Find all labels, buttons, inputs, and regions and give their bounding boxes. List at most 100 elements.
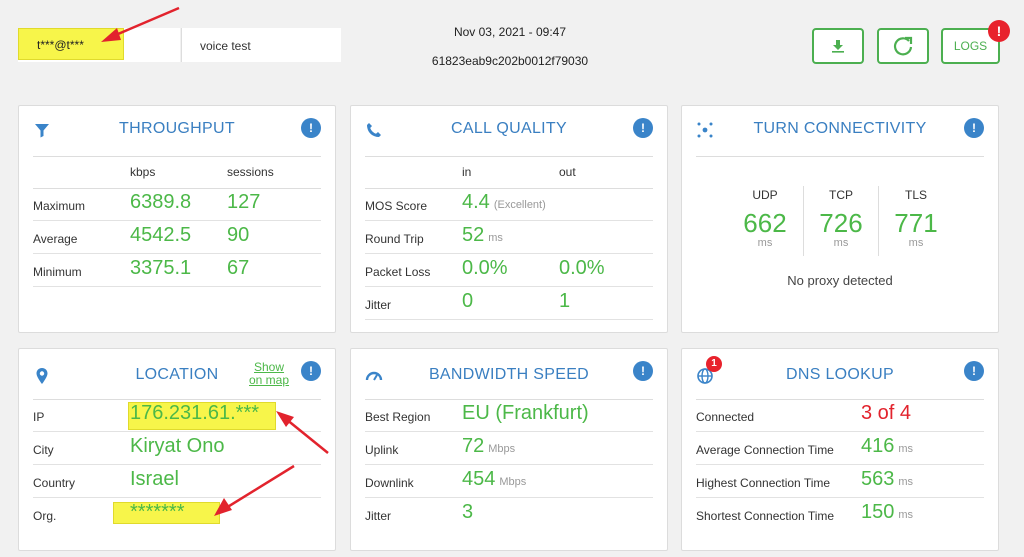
dns-info-icon[interactable]: !: [964, 361, 984, 381]
globe-icon: [697, 368, 713, 384]
turn-tls: TLS 771 ms: [881, 188, 951, 249]
bandwidth-title: BANDWIDTH SPEED: [428, 366, 590, 383]
location-info-icon[interactable]: !: [301, 361, 321, 381]
in-value: 52 ms: [462, 224, 503, 247]
row-label: Uplink: [365, 443, 399, 457]
logs-button[interactable]: LOGS !: [941, 20, 1010, 64]
protocol-value: 662: [743, 208, 787, 238]
annotation-arrow-org: [214, 464, 295, 516]
turn-title: TURN CONNECTIVITY: [753, 120, 927, 137]
turn-tcp: TCP 726 ms: [806, 188, 876, 249]
divider: [696, 399, 984, 400]
unit: ms: [833, 237, 849, 249]
table-row: IP 176.231.61.***: [33, 400, 321, 432]
user-field: t***@t***: [18, 28, 180, 62]
high-time-value: 563 ms: [861, 468, 913, 491]
table-row: Average 4542.5 90: [33, 222, 321, 254]
in-value: 0: [462, 290, 474, 312]
bandwidth-card: BANDWIDTH SPEED ! Best Region EU (Frankf…: [350, 348, 668, 551]
divider: [365, 156, 653, 157]
short-time-number: 150: [861, 501, 895, 523]
table-row: Packet Loss 0.0% 0.0%: [365, 255, 653, 287]
unit: Mbps: [499, 476, 527, 488]
table-row: Jitter 0 1: [365, 288, 653, 320]
table-row: Downlink 454 Mbps: [365, 466, 653, 498]
ip-highlight: [128, 402, 276, 430]
uplink-number: 72: [462, 435, 485, 457]
dns-card: 1 DNS LOOKUP ! Connected 3 of 4 Average …: [681, 348, 999, 551]
row-label: Org.: [33, 509, 57, 523]
out-value: 0.0%: [559, 257, 605, 279]
location-card: LOCATION Show on map ! IP 176.231.61.*** …: [18, 348, 336, 551]
annotation-arrow-user: [101, 6, 180, 42]
show-map-line2: on map: [249, 373, 290, 387]
row-label: Minimum: [33, 265, 82, 279]
divider: [365, 399, 653, 400]
row-label: Shortest Connection Time: [696, 509, 835, 523]
unit: ms: [898, 443, 914, 455]
turn-info-icon[interactable]: !: [964, 118, 984, 138]
kbps-value: 3375.1: [130, 257, 192, 279]
high-time-number: 563: [861, 468, 895, 490]
user-email: t***@t***: [37, 38, 84, 52]
table-row: Org. *******: [33, 499, 321, 531]
bandwidth-info-icon[interactable]: !: [633, 361, 653, 381]
table-row: Minimum 3375.1 67: [33, 255, 321, 287]
call-quality-card: CALL QUALITY ! in out MOS Score 4.4 (Exce…: [350, 105, 668, 333]
out-value: 1: [559, 290, 571, 312]
row-label: Country: [33, 476, 76, 490]
throughput-title: THROUGHPUT: [119, 120, 235, 137]
avg-time-value: 416 ms: [861, 435, 913, 458]
col-header-out: out: [559, 165, 576, 179]
unit: ms: [908, 237, 924, 249]
turn-udp: UDP 662 ms: [730, 188, 800, 249]
table-row: Uplink 72 Mbps: [365, 433, 653, 465]
unit: ms: [488, 232, 503, 244]
uplink-value: 72 Mbps: [462, 435, 515, 458]
map-pin-icon: [36, 368, 48, 384]
kbps-value: 6389.8: [130, 191, 192, 213]
col-header-in: in: [462, 165, 472, 179]
filter-icon: [35, 124, 49, 138]
annotation-arrow-ip: [276, 411, 329, 454]
test-name: voice test: [181, 28, 341, 62]
table-row: City Kiryat Ono: [33, 433, 321, 465]
table-row: Maximum 6389.8 127: [33, 189, 321, 221]
user-highlight: t***@t***: [18, 28, 124, 60]
row-label: Packet Loss: [365, 265, 431, 279]
divider: [803, 186, 804, 256]
unit: ms: [757, 237, 773, 249]
divider: [696, 156, 984, 157]
unit: ms: [898, 509, 914, 521]
download-button[interactable]: [812, 28, 864, 64]
call-quality-info-icon[interactable]: !: [633, 118, 653, 138]
region-value: EU (Frankfurt): [462, 402, 589, 424]
row-label: Highest Connection Time: [696, 476, 831, 490]
table-row: MOS Score 4.4 (Excellent): [365, 189, 653, 221]
col-header-sessions: sessions: [227, 165, 274, 179]
call-quality-title: CALL QUALITY: [451, 120, 567, 137]
col-header-kbps: kbps: [130, 165, 156, 179]
unit: ms: [898, 476, 914, 488]
row-label: Connected: [696, 410, 755, 424]
phone-icon: [367, 123, 381, 137]
sessions-value: 90: [227, 224, 250, 246]
jitter-value: 3: [462, 501, 474, 523]
downlink-number: 454: [462, 468, 496, 490]
refresh-button[interactable]: [877, 28, 929, 64]
location-title: LOCATION: [135, 366, 219, 383]
divider: [365, 188, 653, 189]
unit: Mbps: [488, 443, 516, 455]
mos-rating: (Excellent): [493, 199, 546, 211]
show-on-map-link[interactable]: Show on map: [249, 361, 289, 387]
throughput-info-icon[interactable]: !: [301, 118, 321, 138]
table-row: Highest Connection Time 563 ms: [696, 466, 984, 498]
table-row: Round Trip 52 ms: [365, 222, 653, 254]
test-id: 61823eab9c202b0012f79030: [431, 54, 589, 68]
ip-value: 176.231.61.***: [130, 402, 260, 424]
divider: [878, 186, 879, 256]
in-value: 0.0%: [462, 257, 508, 279]
avg-time-number: 416: [861, 435, 895, 457]
download-icon: [832, 40, 844, 53]
protocol-name: UDP: [752, 188, 778, 202]
